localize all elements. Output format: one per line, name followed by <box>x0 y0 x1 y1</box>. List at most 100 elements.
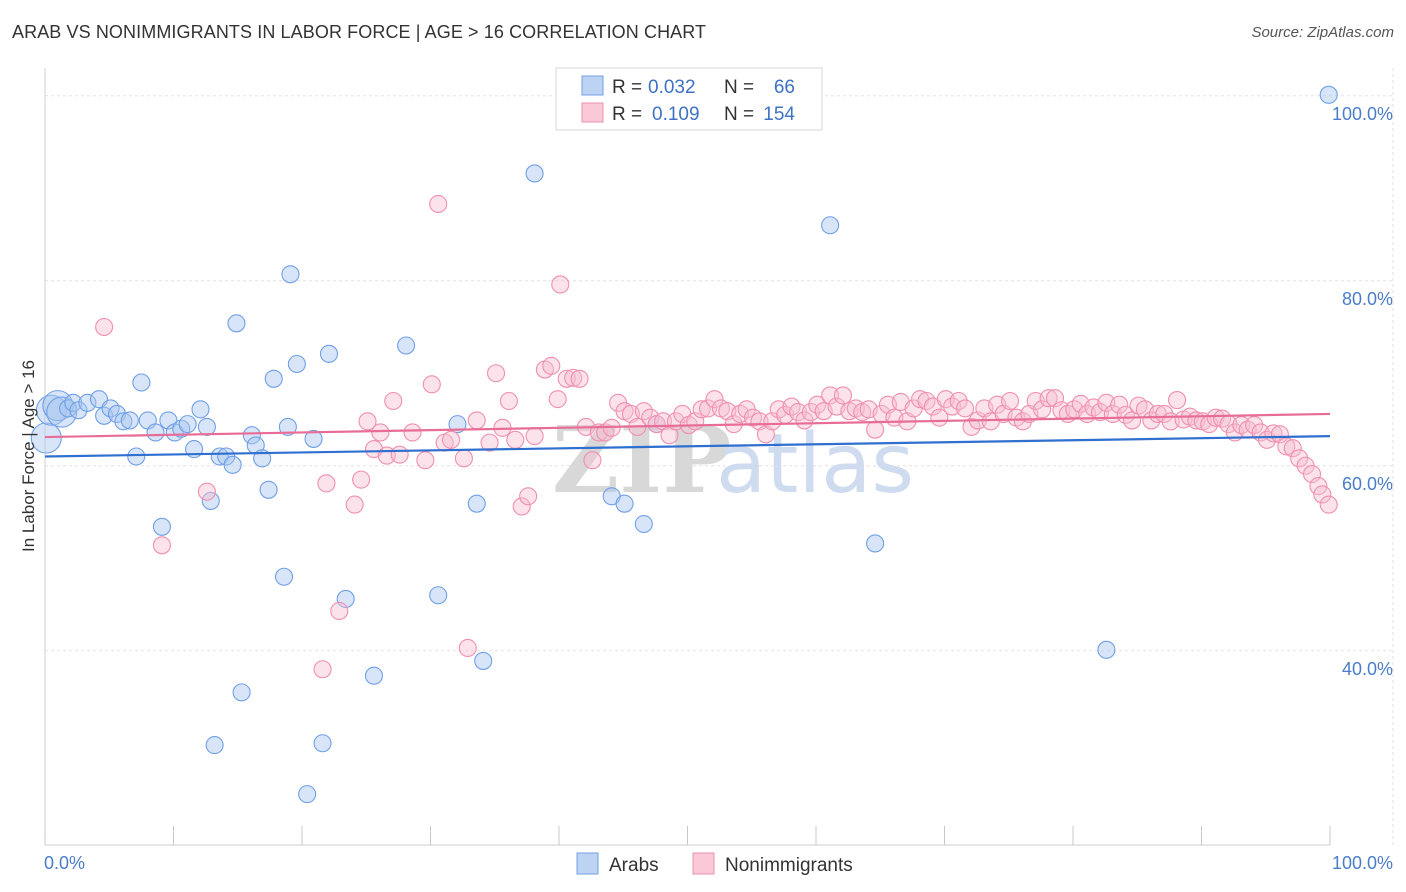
point-nonimmigrants-10 <box>371 423 390 442</box>
point-nonimmigrants-5 <box>330 601 349 621</box>
point-nonimmigrants-8 <box>358 412 377 431</box>
point-nonimmigrants-32 <box>542 356 561 375</box>
trend-layer <box>44 412 1331 458</box>
point-nonimmigrants-78 <box>833 386 853 405</box>
point-nonimmigrants-128 <box>1155 404 1174 424</box>
x-tick-label-max: 100.0% <box>1332 853 1393 873</box>
point-nonimmigrants-36 <box>564 368 583 387</box>
stats-n-label-nonimmigrants: N = <box>724 104 754 125</box>
x-tick-label-min: 0.0% <box>44 853 85 873</box>
point-nonimmigrants-0 <box>95 317 114 337</box>
point-nonimmigrants-14 <box>403 423 422 442</box>
trend-line-arabs <box>44 435 1331 458</box>
point-arabs-59 <box>866 534 885 553</box>
point-nonimmigrants-26 <box>499 391 518 411</box>
point-arabs-3 <box>46 396 78 428</box>
point-nonimmigrants-27 <box>506 430 525 449</box>
trend-line-nonimmigrants <box>44 412 1331 439</box>
point-arabs-12 <box>114 412 133 431</box>
watermark-zip: ZIP <box>552 406 731 514</box>
point-arabs-32 <box>205 736 224 755</box>
point-arabs-53 <box>525 164 544 183</box>
point-nonimmigrants-41 <box>596 423 615 442</box>
stats-r-value-arabs: 0.032 <box>648 77 696 98</box>
point-nonimmigrants-22 <box>467 411 486 430</box>
point-arabs-14 <box>127 447 146 466</box>
y-tick-label-0: 40.0% <box>1342 659 1393 679</box>
point-nonimmigrants-4 <box>317 474 336 493</box>
point-nonimmigrants-34 <box>551 275 570 294</box>
point-arabs-44 <box>313 734 332 753</box>
point-nonimmigrants-15 <box>416 451 435 470</box>
point-nonimmigrants-109 <box>1033 400 1052 419</box>
point-nonimmigrants-17 <box>429 194 448 214</box>
point-nonimmigrants-39 <box>583 451 602 470</box>
y-tick-labels: 40.0% 60.0% 80.0% 100.0% <box>1332 104 1393 679</box>
point-arabs-21 <box>172 419 191 438</box>
point-nonimmigrants-2 <box>197 482 216 501</box>
y-tick-label-1: 60.0% <box>1342 474 1393 494</box>
point-nonimmigrants-106 <box>1013 412 1032 431</box>
point-arabs-2 <box>42 390 74 422</box>
point-arabs-49 <box>429 586 448 605</box>
point-nonimmigrants-30 <box>525 427 544 446</box>
point-nonimmigrants-16 <box>422 375 441 394</box>
point-nonimmigrants-35 <box>557 369 576 388</box>
point-arabs-52 <box>474 651 493 670</box>
source-credit: Source: ZipAtlas.com <box>1251 24 1394 41</box>
point-nonimmigrants-130 <box>1168 391 1187 410</box>
point-arabs-27 <box>210 447 229 466</box>
point-nonimmigrants-13 <box>390 445 409 464</box>
point-arabs-7 <box>78 393 97 412</box>
point-nonimmigrants-47 <box>634 402 653 421</box>
point-arabs-38 <box>274 567 294 586</box>
point-nonimmigrants-23 <box>480 433 499 452</box>
stats-legend: R = 0.032 N = 66 R = 0.109 N = 154 <box>555 67 823 131</box>
point-arabs-15 <box>132 373 151 392</box>
point-nonimmigrants-1 <box>152 536 171 555</box>
point-nonimmigrants-29 <box>519 487 538 506</box>
points-layer <box>30 85 1338 804</box>
point-nonimmigrants-110 <box>1039 389 1058 408</box>
point-arabs-24 <box>191 400 210 419</box>
point-nonimmigrants-83 <box>866 420 885 439</box>
point-arabs-33 <box>242 426 261 445</box>
point-arabs-26 <box>201 491 220 510</box>
point-nonimmigrants-96 <box>949 391 968 411</box>
point-nonimmigrants-142 <box>1245 415 1264 435</box>
point-arabs-48 <box>397 336 416 355</box>
point-nonimmigrants-148 <box>1283 439 1302 458</box>
y-axis-title: In Labor Force | Age > 16 <box>19 360 38 552</box>
point-nonimmigrants-24 <box>486 364 506 383</box>
point-nonimmigrants-56 <box>692 400 711 419</box>
point-arabs-18 <box>152 517 171 536</box>
point-arabs-37 <box>264 369 283 388</box>
point-arabs-36 <box>259 480 278 499</box>
point-arabs-30 <box>227 314 246 333</box>
point-arabs-56 <box>634 514 653 534</box>
point-arabs-47 <box>364 666 384 685</box>
point-arabs-17 <box>146 423 165 442</box>
stats-swatch-nonimmigrants <box>581 102 604 123</box>
point-arabs-1 <box>35 394 67 426</box>
legend-label-arabs: Arabs <box>609 855 659 876</box>
point-nonimmigrants-21 <box>458 638 477 658</box>
chart-title: ARAB VS NONIMMIGRANTS IN LABOR FORCE | A… <box>12 22 707 42</box>
point-arabs-41 <box>287 354 306 374</box>
point-arabs-39 <box>278 417 297 436</box>
point-arabs-40 <box>281 265 300 284</box>
stats-r-value-nonimmigrants: 0.109 <box>652 104 700 125</box>
point-arabs-58 <box>821 216 840 235</box>
y-tick-label-3: 100.0% <box>1332 104 1393 124</box>
point-nonimmigrants-76 <box>821 386 840 405</box>
grid-layer <box>45 68 1394 845</box>
point-arabs-25 <box>197 417 216 436</box>
point-nonimmigrants-149 <box>1290 449 1309 468</box>
point-nonimmigrants-97 <box>956 399 975 418</box>
y-tick-label-2: 80.0% <box>1342 289 1393 309</box>
point-nonimmigrants-152 <box>1309 477 1328 496</box>
stats-n-value-arabs: 66 <box>774 77 795 98</box>
legend-label-nonimmigrants: Nonimmigrants <box>725 855 853 876</box>
series-legend: Arabs Nonimmigrants <box>576 852 853 876</box>
